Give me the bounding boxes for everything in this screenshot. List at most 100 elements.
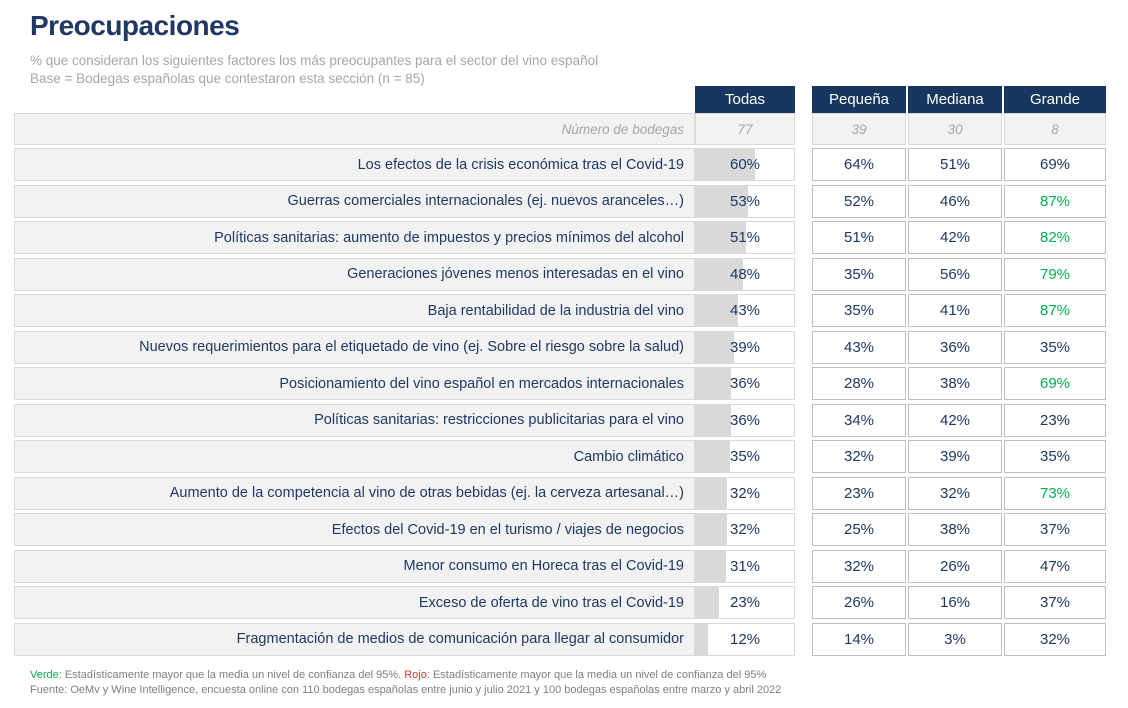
todas-value: 32% — [729, 521, 761, 538]
pequena-value-cell: 35% — [812, 257, 906, 291]
table-row: Cambio climático 35% 32% 39% 35% — [14, 440, 1106, 473]
table-row: Generaciones jóvenes menos interesadas e… — [14, 257, 1106, 291]
row-label: Generaciones jóvenes menos interesadas e… — [14, 257, 695, 291]
pequena-value-cell: 26% — [812, 586, 906, 619]
mediana-value-cell: 51% — [908, 148, 1002, 181]
mediana-value-cell: 38% — [908, 513, 1002, 546]
todas-value: 39% — [729, 338, 761, 356]
legend-red-text: : Estadísticamente mayor que la media un… — [426, 669, 767, 681]
todas-value: 53% — [729, 192, 761, 210]
column-gap — [795, 148, 812, 181]
mediana-value-cell: 3% — [908, 622, 1002, 656]
column-gap — [795, 367, 812, 400]
todas-value-cell: 32% — [695, 513, 795, 546]
grande-value-cell: 82% — [1004, 221, 1106, 254]
todas-value-cell: 43% — [695, 294, 795, 327]
column-gap — [795, 258, 812, 291]
table-row: Efectos del Covid-19 en el turismo / via… — [14, 513, 1106, 546]
table-row: Políticas sanitarias: aumento de impuest… — [14, 221, 1106, 254]
pequena-value-cell: 25% — [812, 513, 906, 546]
todas-value: 51% — [729, 229, 761, 246]
row-label: Los efectos de la crisis económica tras … — [14, 148, 695, 181]
grande-value-cell: 32% — [1004, 622, 1106, 656]
column-gap — [795, 513, 812, 546]
todas-value: 23% — [729, 594, 761, 611]
todas-value-cell: 35% — [695, 440, 795, 473]
pequena-value-cell: 28% — [812, 367, 906, 400]
base-count-pequena: 39 — [812, 113, 906, 145]
row-label: Efectos del Covid-19 en el turismo / via… — [14, 513, 695, 546]
legend-red-label: Rojo — [404, 669, 427, 681]
column-header-todas: Todas — [695, 86, 795, 113]
pequena-value-cell: 23% — [812, 476, 906, 510]
column-header-row: Todas Pequeña Mediana Grande — [14, 86, 1106, 113]
base-count-grande: 8 — [1004, 113, 1106, 145]
table-row: Baja rentabilidad de la industria del vi… — [14, 294, 1106, 327]
row-label: Políticas sanitarias: restricciones publ… — [14, 403, 695, 437]
grande-value-cell: 37% — [1004, 586, 1106, 619]
todas-bar — [696, 623, 708, 655]
todas-value: 12% — [729, 630, 761, 648]
pequena-value-cell: 32% — [812, 549, 906, 583]
column-gap — [795, 623, 812, 656]
grande-value-cell: 79% — [1004, 257, 1106, 291]
grande-value-cell: 87% — [1004, 294, 1106, 327]
row-label: Guerras comerciales internacionales (ej.… — [14, 184, 695, 218]
column-gap — [795, 440, 812, 473]
mediana-value-cell: 39% — [908, 440, 1002, 473]
todas-value: 35% — [729, 448, 761, 465]
table-row: Posicionamiento del vino español en merc… — [14, 367, 1106, 400]
mediana-value-cell: 16% — [908, 586, 1002, 619]
header-label-spacer — [14, 86, 695, 113]
base-count-todas: 77 — [695, 113, 795, 145]
grande-value-cell: 35% — [1004, 330, 1106, 364]
table-body: Los efectos de la crisis económica tras … — [14, 148, 1106, 656]
pequena-value-cell: 35% — [812, 294, 906, 327]
legend-green-text: : Estadísticamente mayor que la media un… — [58, 669, 405, 681]
mediana-value-cell: 41% — [908, 294, 1002, 327]
grande-value-cell: 23% — [1004, 403, 1106, 437]
row-label: Menor consumo en Horeca tras el Covid-19 — [14, 549, 695, 583]
column-gap — [795, 294, 812, 327]
pequena-value-cell: 14% — [812, 622, 906, 656]
table-row: Los efectos de la crisis económica tras … — [14, 148, 1106, 181]
column-gap — [795, 185, 812, 218]
todas-value-cell: 12% — [695, 622, 795, 656]
pequena-value-cell: 32% — [812, 440, 906, 473]
row-label: Exceso de oferta de vino tras el Covid-1… — [14, 586, 695, 619]
todas-value: 60% — [729, 156, 761, 173]
grande-value-cell: 47% — [1004, 549, 1106, 583]
concerns-table: Todas Pequeña Mediana Grande Número de b… — [14, 86, 1106, 659]
todas-bar — [696, 295, 739, 326]
table-row: Menor consumo en Horeca tras el Covid-19… — [14, 549, 1106, 583]
todas-bar — [696, 331, 735, 363]
todas-bar — [696, 441, 731, 472]
mediana-value-cell: 36% — [908, 330, 1002, 364]
pequena-value-cell: 64% — [812, 148, 906, 181]
table-row: Nuevos requerimientos para el etiquetado… — [14, 330, 1106, 364]
grande-value-cell: 37% — [1004, 513, 1106, 546]
mediana-value-cell: 56% — [908, 257, 1002, 291]
todas-value: 48% — [729, 265, 761, 283]
todas-bar — [696, 149, 755, 180]
todas-value-cell: 48% — [695, 257, 795, 291]
legend-note: Verde: Estadísticamente mayor que la med… — [30, 668, 781, 683]
todas-bar — [696, 404, 732, 436]
page-title: Preocupaciones — [30, 10, 240, 41]
column-gap — [795, 404, 812, 437]
mediana-value-cell: 46% — [908, 184, 1002, 218]
todas-value-cell: 53% — [695, 184, 795, 218]
column-gap — [795, 586, 812, 619]
table-row: Fragmentación de medios de comunicación … — [14, 622, 1106, 656]
todas-value-cell: 36% — [695, 403, 795, 437]
pequena-value-cell: 52% — [812, 184, 906, 218]
todas-value: 36% — [729, 411, 761, 429]
todas-bar — [696, 477, 728, 509]
row-label: Aumento de la competencia al vino de otr… — [14, 476, 695, 510]
column-gap — [795, 221, 812, 254]
row-label: Posicionamiento del vino español en merc… — [14, 367, 695, 400]
footnotes: Verde: Estadísticamente mayor que la med… — [30, 668, 781, 697]
column-gap — [795, 550, 812, 583]
grande-value-cell: 69% — [1004, 148, 1106, 181]
todas-value: 32% — [729, 484, 761, 502]
